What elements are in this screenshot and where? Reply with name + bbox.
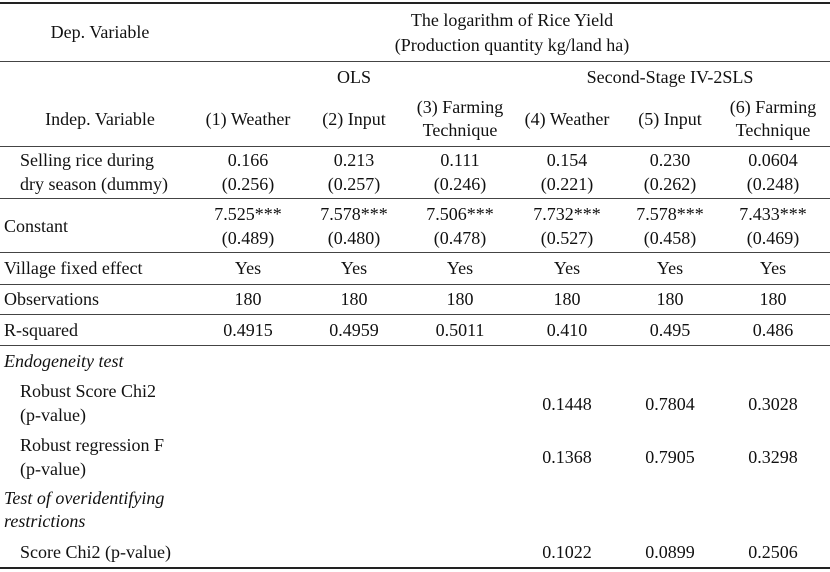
selling-coef-4: 0.154 (546, 150, 588, 170)
selling-se-6: (0.248) (746, 174, 800, 194)
selling-label-line1: Selling rice during (20, 150, 154, 170)
indep-variable-label: Indep. Variable (45, 109, 155, 129)
selling-coef-1: 0.166 (227, 150, 269, 170)
rsquared-value-5: 0.495 (649, 320, 691, 340)
overid-title-line2: restrictions (4, 511, 86, 531)
village-value-6: Yes (759, 258, 787, 278)
bottom-rule (0, 567, 830, 569)
col-5-header: (5) Input (638, 109, 702, 129)
score-chi2-value-5: 0.0899 (645, 542, 695, 562)
dep-title-line2: (Production quantity kg/land ha) (394, 35, 630, 55)
header-rule-1 (0, 61, 830, 62)
robust-score-label-line1: Robust Score Chi2 (20, 381, 157, 401)
village-value-2: Yes (340, 258, 368, 278)
score-chi2-label: Score Chi2 (p-value) (20, 542, 171, 562)
constant-coef-2: 7.578*** (320, 204, 388, 224)
selling-coef-3: 0.111 (440, 150, 480, 170)
rule-after-constant (0, 252, 830, 253)
selling-se-1: (0.256) (221, 174, 275, 194)
constant-se-1: (0.489) (221, 228, 275, 248)
constant-se-6: (0.469) (746, 228, 800, 248)
col-3-header-line2: Technique (422, 120, 498, 140)
observations-value-2: 180 (340, 289, 368, 309)
observations-value-6: 180 (759, 289, 787, 309)
col-6-header-line2: Technique (735, 120, 811, 140)
constant-coef-4: 7.732*** (533, 204, 601, 224)
robust-score-value-4: 0.1448 (542, 394, 592, 414)
rsquared-label: R-squared (4, 320, 78, 340)
rule-after-observations (0, 314, 830, 315)
rsquared-value-1: 0.4915 (223, 320, 273, 340)
top-rule (0, 2, 830, 4)
robust-score-value-5: 0.7804 (645, 394, 695, 414)
selling-se-3: (0.246) (433, 174, 487, 194)
rule-after-village (0, 284, 830, 285)
constant-se-5: (0.458) (643, 228, 697, 248)
score-chi2-value-4: 0.1022 (542, 542, 592, 562)
selling-label-line2: dry season (dummy) (20, 174, 168, 194)
robust-score-label-line2: (p-value) (20, 405, 86, 425)
observations-value-5: 180 (656, 289, 684, 309)
robust-regression-value-5: 0.7905 (645, 447, 695, 467)
village-value-4: Yes (553, 258, 581, 278)
dep-title-line1: The logarithm of Rice Yield (410, 10, 614, 30)
col-1-header: (1) Weather (205, 109, 291, 129)
endogeneity-title: Endogeneity test (4, 351, 124, 371)
robust-regression-label-line2: (p-value) (20, 459, 86, 479)
constant-coef-5: 7.578*** (636, 204, 704, 224)
constant-coef-6: 7.433*** (739, 204, 807, 224)
selling-coef-6: 0.0604 (748, 150, 798, 170)
header-rule-2 (0, 146, 830, 147)
observations-value-4: 180 (553, 289, 581, 309)
constant-se-4: (0.527) (540, 228, 594, 248)
constant-coef-3: 7.506*** (426, 204, 494, 224)
observations-label: Observations (4, 289, 99, 309)
observations-value-1: 180 (234, 289, 262, 309)
village-label: Village fixed effect (4, 258, 143, 278)
constant-se-2: (0.480) (327, 228, 381, 248)
robust-regression-value-6: 0.3298 (748, 447, 798, 467)
selling-se-5: (0.262) (643, 174, 697, 194)
rule-after-rsquared (0, 345, 830, 346)
selling-coef-2: 0.213 (333, 150, 375, 170)
selling-coef-5: 0.230 (649, 150, 691, 170)
robust-regression-label-line1: Robust regression F (20, 435, 164, 455)
village-value-3: Yes (446, 258, 474, 278)
iv-group-label: Second-Stage IV-2SLS (586, 67, 754, 87)
robust-regression-value-4: 0.1368 (542, 447, 592, 467)
village-value-5: Yes (656, 258, 684, 278)
rsquared-value-2: 0.4959 (329, 320, 379, 340)
rule-after-selling (0, 198, 830, 199)
col-2-header: (2) Input (322, 109, 386, 129)
selling-se-2: (0.257) (327, 174, 381, 194)
observations-value-3: 180 (446, 289, 474, 309)
ols-group-label: OLS (336, 67, 372, 87)
selling-se-4: (0.221) (540, 174, 594, 194)
constant-coef-1: 7.525*** (214, 204, 282, 224)
rsquared-value-6: 0.486 (752, 320, 794, 340)
constant-se-3: (0.478) (433, 228, 487, 248)
village-value-1: Yes (234, 258, 262, 278)
dep-variable-label: Dep. Variable (50, 22, 150, 42)
overid-title-line1: Test of overidentifying (4, 488, 165, 508)
constant-label: Constant (4, 216, 69, 236)
col-6-header-line1: (6) Farming (729, 97, 817, 117)
col-4-header: (4) Weather (524, 109, 610, 129)
rsquared-value-4: 0.410 (546, 320, 588, 340)
robust-score-value-6: 0.3028 (748, 394, 798, 414)
score-chi2-value-6: 0.2506 (748, 542, 798, 562)
rsquared-value-3: 0.5011 (435, 320, 485, 340)
col-3-header-line1: (3) Farming (416, 97, 504, 117)
